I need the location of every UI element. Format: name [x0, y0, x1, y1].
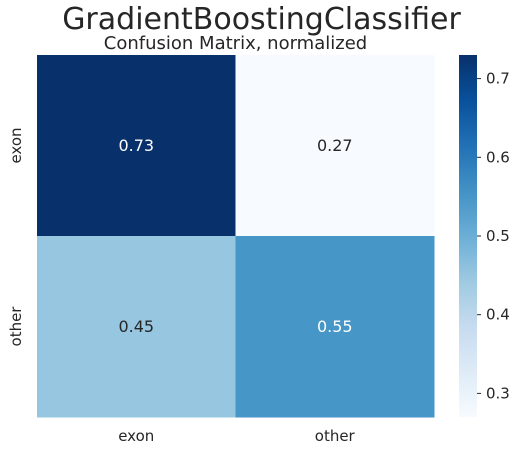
heatmap-cell-other-exon	[37, 236, 236, 418]
x-tick-labels: exon other	[118, 427, 355, 445]
x-tick-label: exon	[118, 427, 154, 445]
colorbar	[459, 55, 477, 417]
chart-title: Confusion Matrix, normalized	[103, 33, 368, 54]
colorbar-tick-label: 0.3	[486, 384, 510, 402]
cell-annotation: 0.45	[118, 317, 154, 336]
colorbar-tick-label: 0.6	[486, 148, 510, 166]
colorbar-tick-label: 0.4	[486, 306, 510, 324]
y-tick-label: other	[7, 306, 25, 347]
y-tick-label: exon	[7, 127, 25, 163]
cell-annotation: 0.55	[317, 317, 353, 336]
colorbar-tick-label: 0.5	[486, 227, 510, 245]
heatmap-cell-exon-exon	[37, 55, 236, 237]
colorbar-ticks: 0.3 0.4 0.5 0.6 0.7	[477, 70, 510, 402]
heatmap-cell-other-other	[235, 236, 435, 418]
x-tick-label: other	[315, 427, 356, 445]
cell-annotation: 0.73	[118, 136, 154, 155]
figure-title: GradientBoostingClassifier	[62, 2, 461, 37]
cell-annotations: 0.73 0.27 0.45 0.55	[118, 136, 352, 336]
colorbar-tick-label: 0.7	[486, 70, 510, 88]
heatmap-cell-exon-other	[235, 55, 435, 237]
heatmap-cells	[37, 55, 435, 418]
y-tick-labels: exon other	[7, 127, 25, 346]
cell-annotation: 0.27	[317, 136, 353, 155]
